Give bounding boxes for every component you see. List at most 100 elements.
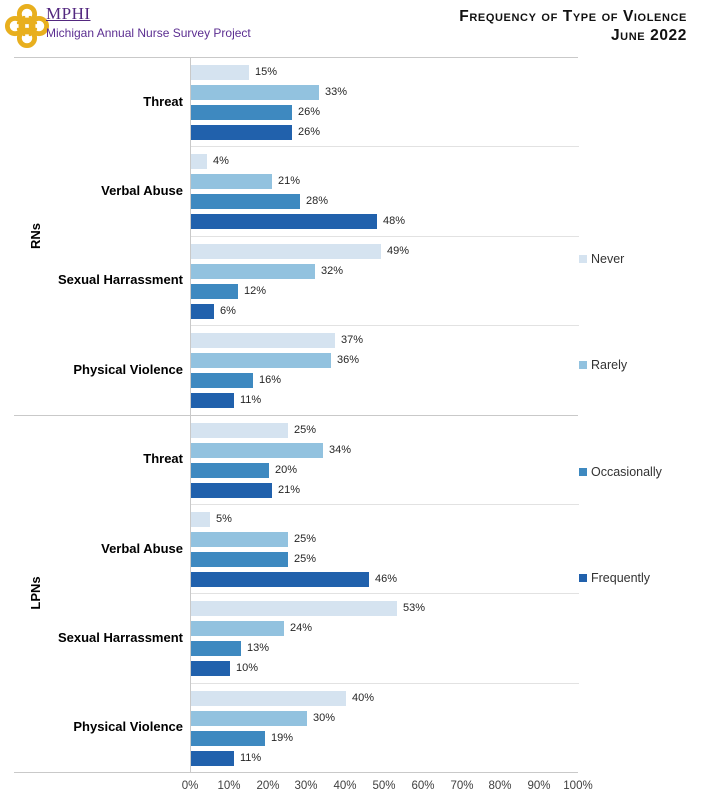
title-line-1: Frequency of Type of Violence: [459, 8, 687, 25]
bar-occasionally: [191, 284, 238, 299]
group-separator-line: [14, 415, 578, 416]
x-axis-tick-label: 0%: [181, 780, 199, 792]
x-axis-tick-label: 90%: [527, 780, 551, 792]
bar-frequently: [191, 125, 292, 140]
legend-swatch-never: [579, 255, 587, 263]
bar-value-label: 6%: [220, 305, 236, 317]
bar-rarely: [191, 85, 319, 100]
bar-frequently: [191, 483, 272, 498]
category-label: Sexual Harrassment: [57, 630, 183, 645]
bar-value-label: 25%: [294, 424, 317, 436]
bar-value-label: 25%: [294, 533, 317, 545]
bar-value-label: 36%: [337, 354, 360, 366]
bar-occasionally: [191, 552, 288, 567]
bar-rarely: [191, 264, 315, 279]
bar-occasionally: [191, 463, 269, 478]
bar-rarely: [191, 443, 323, 458]
bar-value-label: 32%: [321, 265, 344, 277]
bar-never: [191, 423, 288, 438]
group-separator-line: [14, 57, 578, 58]
bar-value-label: 30%: [313, 712, 336, 724]
bar-value-label: 13%: [247, 642, 270, 654]
bar-value-label: 21%: [278, 175, 301, 187]
bar-never: [191, 244, 381, 259]
bar-never: [191, 512, 210, 527]
category-label: Sexual Harrassment: [57, 272, 183, 287]
value-axis-line: [190, 57, 191, 772]
group-label: RNs: [28, 223, 43, 250]
bar-occasionally: [191, 194, 300, 209]
bar-frequently: [191, 304, 214, 319]
bar-value-label: 37%: [341, 334, 364, 346]
category-separator-line: [191, 504, 579, 505]
category-separator-line: [191, 236, 579, 237]
category-separator-line: [191, 146, 579, 147]
bar-occasionally: [191, 731, 265, 746]
bar-never: [191, 154, 207, 169]
category-label: Physical Violence: [73, 719, 183, 734]
legend-swatch-rarely: [579, 361, 587, 369]
bar-value-label: 26%: [298, 106, 321, 118]
legend-label: Occasionally: [591, 465, 662, 479]
bar-value-label: 46%: [375, 573, 398, 585]
bar-frequently: [191, 393, 234, 408]
mphi-knot-icon: [4, 3, 50, 49]
logo-text-block: MPHI Michigan Annual Nurse Survey Projec…: [46, 5, 251, 41]
bar-value-label: 10%: [236, 662, 259, 674]
bar-rarely: [191, 621, 284, 636]
title-line-2: June 2022: [610, 27, 687, 44]
x-axis-tick-label: 10%: [217, 780, 241, 792]
bar-value-label: 48%: [383, 215, 406, 227]
category-separator-line: [191, 593, 579, 594]
bar-value-label: 5%: [216, 513, 232, 525]
bar-value-label: 53%: [403, 602, 426, 614]
x-axis-tick-label: 70%: [450, 780, 474, 792]
legend-label: Rarely: [591, 358, 628, 372]
x-axis-tick-label: 60%: [411, 780, 435, 792]
bar-value-label: 12%: [244, 285, 267, 297]
report-title: Frequency of Type of Violence June 2022: [459, 7, 687, 45]
group-separator-line: [14, 772, 578, 773]
bar-value-label: 21%: [278, 484, 301, 496]
bar-occasionally: [191, 105, 292, 120]
bar-value-label: 28%: [306, 195, 329, 207]
bar-value-label: 15%: [255, 66, 278, 78]
bar-value-label: 4%: [213, 155, 229, 167]
bar-value-label: 20%: [275, 464, 298, 476]
mphi-logo: [4, 3, 50, 49]
bar-frequently: [191, 572, 369, 587]
legend-swatch-frequently: [579, 574, 587, 582]
x-axis-tick-label: 40%: [333, 780, 357, 792]
x-axis-tick-label: 100%: [563, 780, 593, 792]
bar-value-label: 11%: [240, 394, 262, 406]
bar-value-label: 16%: [259, 374, 282, 386]
category-label: Physical Violence: [73, 362, 183, 377]
bar-rarely: [191, 711, 307, 726]
bar-value-label: 49%: [387, 245, 410, 257]
bar-rarely: [191, 174, 272, 189]
legend-label: Never: [591, 252, 625, 266]
legend-swatch-occasionally: [579, 468, 587, 476]
bar-occasionally: [191, 373, 253, 388]
bar-never: [191, 333, 335, 348]
bar-value-label: 25%: [294, 553, 317, 565]
mphi-link[interactable]: MPHI: [46, 4, 91, 23]
bar-value-label: 11%: [240, 752, 262, 764]
bar-value-label: 26%: [298, 126, 321, 138]
bar-rarely: [191, 353, 331, 368]
header: MPHI Michigan Annual Nurse Survey Projec…: [0, 0, 703, 57]
category-label: Threat: [143, 94, 183, 109]
bar-never: [191, 601, 397, 616]
bar-occasionally: [191, 641, 241, 656]
x-axis-tick-label: 80%: [488, 780, 512, 792]
bar-frequently: [191, 661, 230, 676]
x-axis-tick-label: 20%: [256, 780, 280, 792]
bar-value-label: 24%: [290, 622, 313, 634]
logo-tagline: Michigan Annual Nurse Survey Project: [46, 26, 251, 40]
bar-frequently: [191, 214, 377, 229]
category-separator-line: [191, 683, 579, 684]
group-label: LPNs: [28, 576, 43, 610]
bar-never: [191, 65, 249, 80]
bar-never: [191, 691, 346, 706]
